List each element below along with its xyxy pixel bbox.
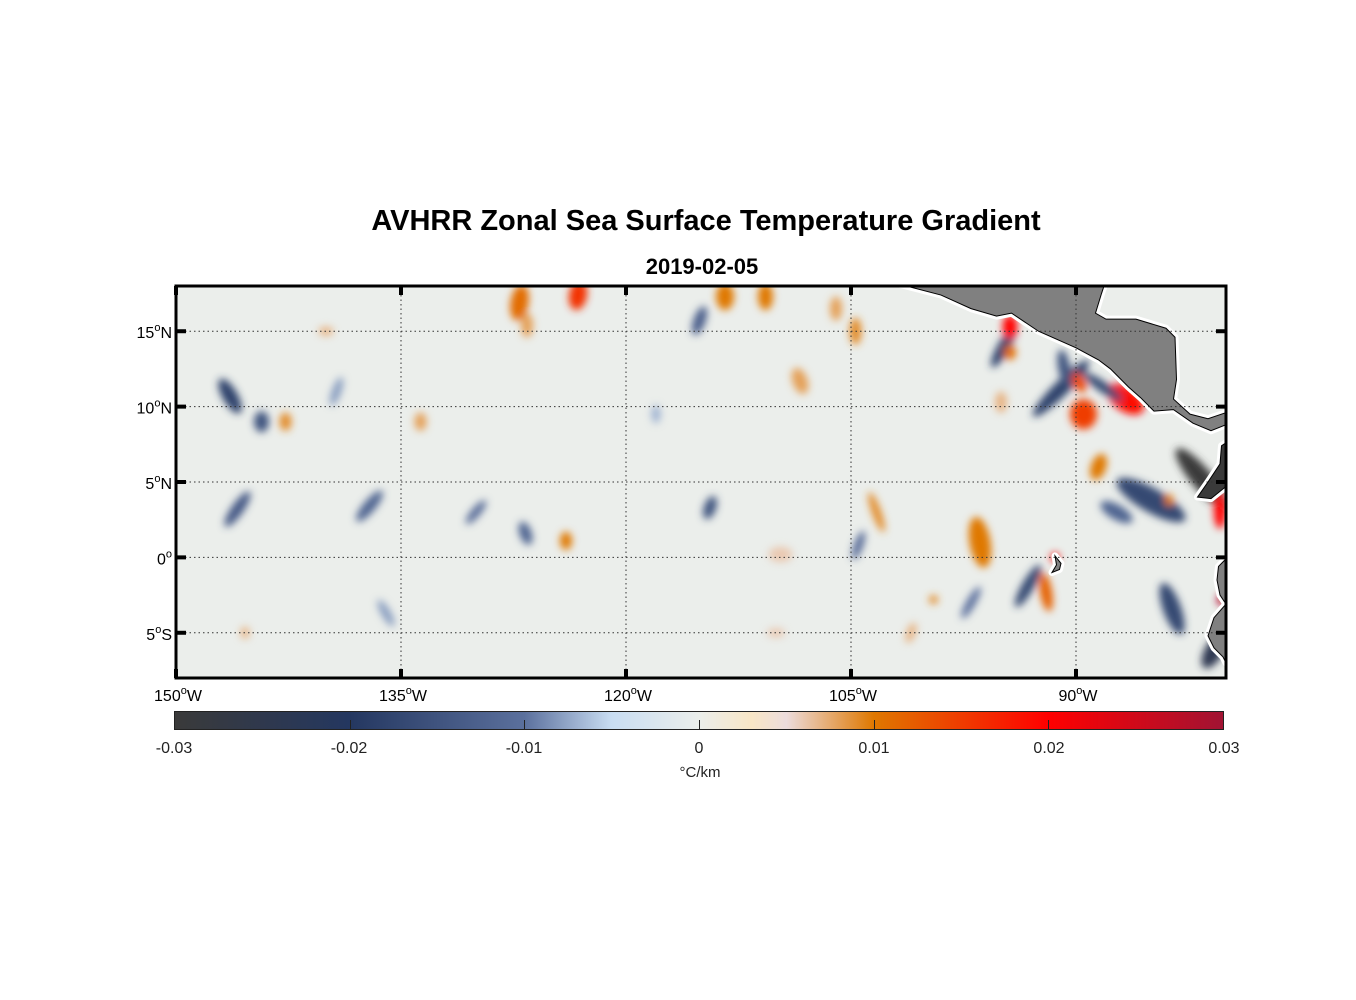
ecuador-peru-land [1207, 558, 1226, 664]
gradient-feature [830, 296, 842, 321]
gradient-feature [414, 412, 427, 431]
land-masses [897, 286, 1226, 667]
colorbar-tick-label: 0.03 [1208, 740, 1240, 757]
gradient-feature [651, 405, 661, 424]
gradient-feature [279, 412, 292, 431]
central-america-land [904, 286, 1226, 432]
colorbar-tick-label: 0 [694, 740, 704, 757]
y-tick-label: 10oN [137, 398, 172, 418]
gradient-feature [1159, 582, 1185, 635]
colorbar-tick [873, 720, 875, 730]
x-tick-label: 150oW [154, 685, 203, 705]
galapagos-land [1050, 554, 1062, 574]
gradient-feature [995, 391, 1007, 413]
gradient-feature [518, 521, 533, 545]
y-tick-label: 15oN [137, 322, 172, 342]
colorbar-tick-label: 0.01 [858, 740, 890, 757]
chart-subtitle: 2019-02-05 [645, 254, 759, 279]
axis-ticks [174, 286, 1226, 678]
colorbar-tick [699, 720, 700, 730]
gradient-feature [1071, 372, 1087, 393]
gradient-feature [1002, 314, 1018, 339]
gradient-feature [691, 306, 708, 335]
gradient-feature [356, 490, 383, 522]
colorbar-tick-label: -0.03 [155, 740, 193, 757]
gradient-feature [961, 586, 981, 619]
gradient-feature [868, 492, 885, 533]
y-tick-label: 5oS [146, 624, 172, 644]
gradient-feature [1039, 572, 1053, 612]
gradient-feature [254, 411, 269, 433]
colorbar-unit-label: °C/km [679, 764, 721, 781]
y-tick-label: 0o [157, 548, 172, 568]
x-tick-label: 105oW [829, 685, 878, 705]
colorbar-tick-label: -0.02 [330, 740, 368, 757]
x-tick-label: 120oW [604, 685, 653, 705]
colorbar-tick [524, 720, 526, 730]
gradient-feature [968, 517, 992, 568]
gradient-feature [1090, 453, 1107, 480]
y-tick-label: 5oN [145, 473, 172, 493]
gradient-feature [768, 546, 793, 562]
gradient-feature [560, 531, 572, 550]
colorbar-tick-label: -0.01 [505, 740, 543, 757]
gradient-feature [224, 491, 251, 527]
axis-labels: 150oW 135oW 120oW 105oW 90oW 15oN 10oN 5oN 0o 5oS [137, 322, 1099, 705]
gradient-feature [758, 286, 773, 311]
gradient-feature [218, 378, 242, 414]
gradient-feature [377, 599, 395, 627]
colorbar-tick-label: 0.02 [1033, 740, 1065, 757]
gradient-feature [568, 286, 588, 310]
gradient-feature [329, 377, 344, 406]
colombia-coast-land [1196, 442, 1226, 500]
x-tick-label: 90oW [1058, 685, 1098, 705]
gradient-feature [1057, 349, 1071, 386]
gradient-feature [1070, 399, 1097, 430]
gradient-feature [851, 531, 866, 560]
gradient-feature [1004, 344, 1016, 360]
gradient-feature [1164, 494, 1174, 507]
gradient-feature [703, 496, 717, 520]
gradient-feature [791, 367, 809, 394]
gradient-feature [1100, 501, 1133, 524]
colorbar-tick [1048, 720, 1050, 730]
x-tick-label: 135oW [379, 685, 428, 705]
colorbar [174, 711, 1224, 730]
colorbar-tick [349, 720, 351, 730]
gradient-feature [1083, 372, 1123, 402]
gradient-feature [465, 500, 487, 525]
gradient-feature [521, 313, 533, 338]
chart-title: AVHRR Zonal Sea Surface Temperature Grad… [371, 205, 1041, 237]
gradient-feature [929, 595, 938, 605]
gradient-feature [716, 286, 734, 311]
gradient-feature [1014, 564, 1042, 608]
gradient-feature [510, 286, 529, 321]
gradient-feature [1116, 477, 1186, 523]
gradient-feature [1214, 492, 1226, 529]
ocean-background [176, 286, 1226, 678]
